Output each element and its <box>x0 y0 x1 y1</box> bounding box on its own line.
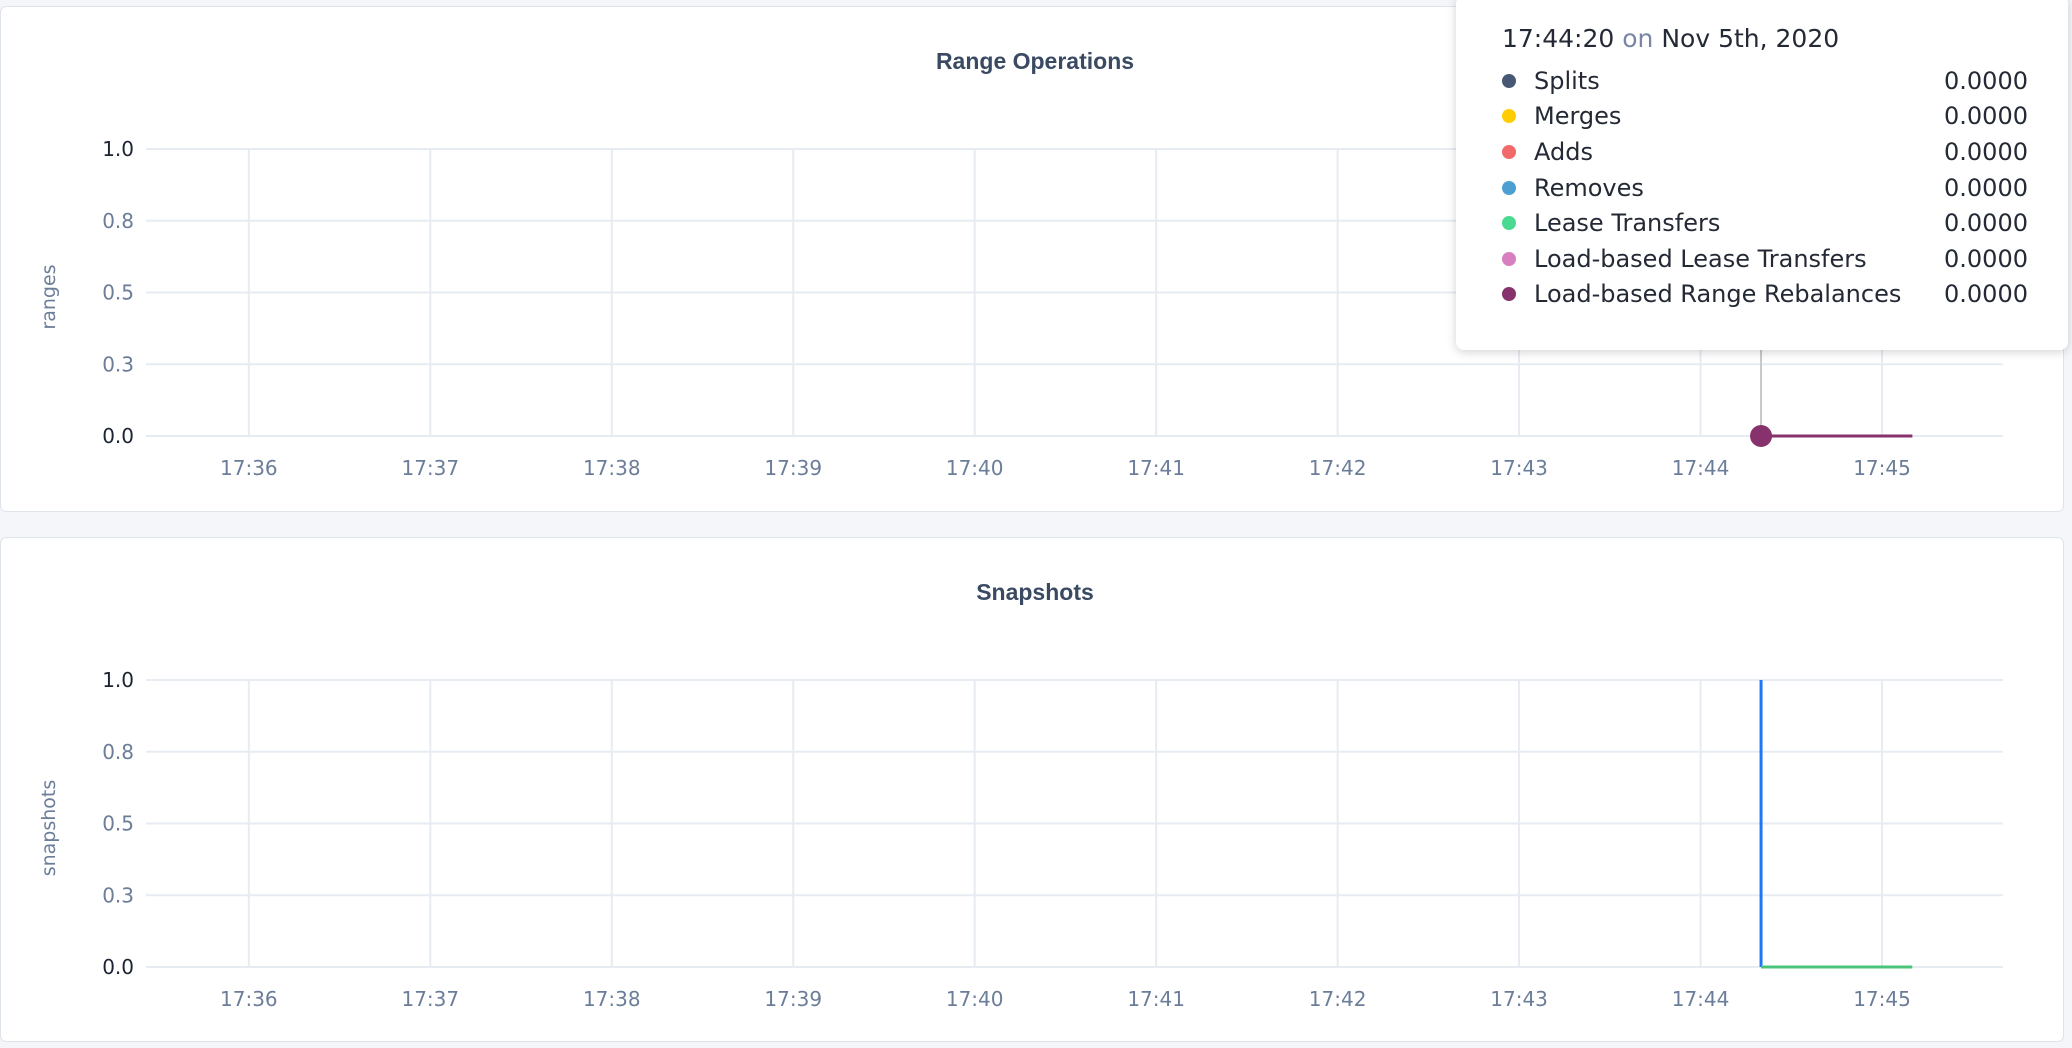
tooltip-series-value: 0.0000 <box>1944 173 2028 202</box>
x-tick-label: 17:36 <box>220 987 278 1011</box>
chart-title: Snapshots <box>976 579 1094 605</box>
y-tick-label: 0.5 <box>102 812 134 836</box>
x-tick-label: 17:45 <box>1853 987 1911 1011</box>
tooltip-series-name: Adds <box>1534 137 1593 166</box>
x-tick-label: 17:42 <box>1309 987 1367 1011</box>
legend-dot-icon <box>1502 109 1516 124</box>
tooltip-row: Load-based Range Rebalances 0.0000 <box>1502 277 2028 313</box>
tooltip-series-name: Load-based Lease Transfers <box>1534 244 1867 273</box>
x-tick-label: 17:39 <box>764 987 822 1011</box>
tooltip-series-value: 0.0000 <box>1944 102 2028 131</box>
y-tick-label: 0.8 <box>102 209 134 233</box>
legend-dot-icon <box>1502 216 1516 231</box>
x-tick-label: 17:40 <box>946 456 1004 480</box>
x-tick-label: 17:38 <box>583 456 641 480</box>
tooltip-row: Adds 0.0000 <box>1502 134 2028 170</box>
tooltip-header: 17:44:20 on Nov 5th, 2020 <box>1502 24 2028 53</box>
x-tick-label: 17:45 <box>1853 456 1911 480</box>
tooltip-series-value: 0.0000 <box>1944 137 2028 166</box>
legend-dot-icon <box>1502 287 1516 302</box>
x-tick-label: 17:37 <box>401 987 459 1011</box>
y-tick-label: 0.8 <box>102 740 134 764</box>
tooltip-series-name: Lease Transfers <box>1534 209 1721 238</box>
y-tick-label: 0.5 <box>102 281 134 305</box>
x-tick-label: 17:42 <box>1309 456 1367 480</box>
y-tick-label: 0.3 <box>102 352 134 376</box>
y-tick-label: 1.0 <box>102 137 134 161</box>
tooltip-row: Splits 0.0000 <box>1502 63 2028 99</box>
hover-point <box>1750 425 1773 447</box>
x-tick-label: 17:40 <box>946 987 1004 1011</box>
tooltip-series-name: Removes <box>1534 173 1644 202</box>
y-tick-label: 0.0 <box>102 955 134 979</box>
tooltip-series-name: Merges <box>1534 102 1622 131</box>
y-axis-label: snapshots <box>38 780 60 877</box>
tooltip-series-value: 0.0000 <box>1944 244 2028 273</box>
tooltip-row: Load-based Lease Transfers 0.0000 <box>1502 241 2028 277</box>
x-tick-label: 17:44 <box>1672 987 1730 1011</box>
hover-tooltip: 17:44:20 on Nov 5th, 2020 Splits 0.0000 Me… <box>1456 0 2068 350</box>
y-tick-label: 0.3 <box>102 883 134 907</box>
snapshots-chart[interactable]: Snapshots snapshots 0.0 0.3 0.5 0.8 1.0 17:36 17… <box>1 538 2065 1043</box>
y-tick-label: 1.0 <box>102 668 134 692</box>
tooltip-series-value: 0.0000 <box>1944 66 2028 95</box>
tooltip-row: Lease Transfers 0.0000 <box>1502 205 2028 241</box>
x-tick-label: 17:43 <box>1490 987 1548 1011</box>
tooltip-series-name: Load-based Range Rebalances <box>1534 280 1902 309</box>
tooltip-series-value: 0.0000 <box>1944 209 2028 238</box>
tooltip-date: Nov 5th, 2020 <box>1661 24 1840 53</box>
x-tick-label: 17:43 <box>1490 456 1548 480</box>
tooltip-series-value: 0.0000 <box>1944 280 2028 309</box>
y-tick-label: 0.0 <box>102 424 134 448</box>
snapshots-panel: Snapshots snapshots 0.0 0.3 0.5 0.8 1.0 17:36 17… <box>0 537 2064 1042</box>
legend-dot-icon <box>1502 251 1516 266</box>
tooltip-row: Merges 0.0000 <box>1502 99 2028 135</box>
x-tick-label: 17:44 <box>1672 456 1730 480</box>
x-tick-label: 17:36 <box>220 456 278 480</box>
tooltip-time: 17:44:20 <box>1502 24 1615 53</box>
legend-dot-icon <box>1502 180 1516 195</box>
chart-title: Range Operations <box>936 48 1134 74</box>
x-tick-label: 17:41 <box>1127 987 1185 1011</box>
legend-dot-icon <box>1502 144 1516 159</box>
x-tick-label: 17:37 <box>401 456 459 480</box>
x-tick-label: 17:39 <box>764 456 822 480</box>
legend-dot-icon <box>1502 73 1516 88</box>
x-tick-label: 17:41 <box>1127 456 1185 480</box>
tooltip-row: Removes 0.0000 <box>1502 170 2028 206</box>
tooltip-on: on <box>1622 24 1654 53</box>
y-axis-label: ranges <box>38 264 60 329</box>
x-tick-label: 17:38 <box>583 987 641 1011</box>
tooltip-series-name: Splits <box>1534 66 1600 95</box>
